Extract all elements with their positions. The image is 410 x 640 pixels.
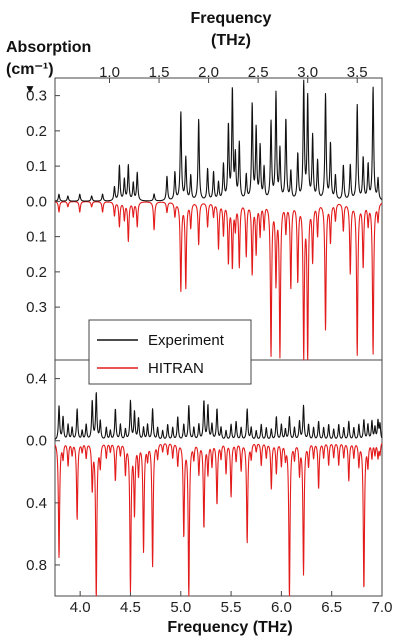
bottom-x-tick-label: 4.0 — [70, 599, 91, 616]
bottom-x-tick-label: 7.0 — [372, 599, 393, 616]
top-x-tick-label: 3.0 — [297, 64, 318, 81]
bottom-y-tick-label: 0.4 — [26, 371, 47, 388]
top-y-tick-label: 0.2 — [26, 123, 47, 140]
top-panel-frame — [54, 77, 383, 361]
bottom-series-hitran — [54, 442, 383, 597]
bottom-y-tick-label: 0.8 — [26, 557, 47, 574]
top-series-hitran — [54, 201, 383, 361]
y-axis-marker-icon: ▼ — [24, 82, 36, 96]
plot-layer: 0.3 0.2 0.1 0.0 0.1 0.2 0.3 1.0 1.5 2.0 2.5 3.0 3.5 0… — [26, 64, 392, 616]
top-y-tick-label: 0.1 — [26, 229, 47, 246]
top-x-tick-label: 1.0 — [99, 64, 120, 81]
top-x-tick-label: 3.5 — [347, 64, 368, 81]
y-axis-title-line2: (cm⁻¹) — [6, 61, 54, 78]
y-axis-title-line1: Absorption — [6, 39, 91, 56]
bottom-x-tick-label: 5.5 — [221, 599, 242, 616]
top-y-tick-label: 0.0 — [26, 193, 47, 210]
top-x-tick-label: 1.5 — [149, 64, 170, 81]
top-y-tick-label: 0.3 — [26, 299, 47, 316]
top-x-tick-label: 2.0 — [198, 64, 219, 81]
legend-label-experiment: Experiment — [148, 332, 225, 349]
top-axis-title-line1: Frequency — [191, 10, 272, 27]
top-y-tick-label: 0.2 — [26, 264, 47, 281]
legend-box — [88, 319, 252, 385]
top-axis-title-line2: (THz) — [211, 32, 251, 49]
legend-label-hitran: HITRAN — [148, 360, 204, 377]
bottom-x-tick-label: 5.0 — [170, 599, 191, 616]
legend: Experiment HITRAN — [88, 319, 252, 385]
bottom-x-tick-label: 6.5 — [321, 599, 342, 616]
bottom-y-tick-label: 0.0 — [26, 433, 47, 450]
bottom-series-experiment — [54, 392, 383, 440]
bottom-y-tick-label: 0.4 — [26, 495, 47, 512]
bottom-panel-frame — [54, 359, 383, 597]
top-y-tick-label: 0.1 — [26, 158, 47, 175]
top-x-tick-label: 2.5 — [248, 64, 269, 81]
bottom-x-tick-label: 4.5 — [120, 599, 141, 616]
top-y-tick-label: 0.3 — [26, 88, 47, 105]
top-series-experiment — [54, 79, 383, 202]
bottom-x-tick-label: 6.0 — [271, 599, 292, 616]
bottom-axis-title: Frequency (THz) — [167, 619, 292, 636]
